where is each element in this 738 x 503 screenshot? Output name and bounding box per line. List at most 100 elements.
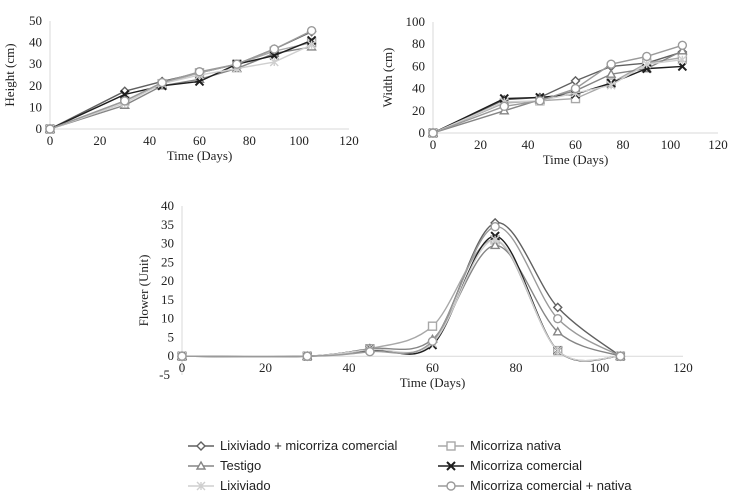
y-tick-label: 50 [29,13,42,28]
legend-label: Lixiviado + micorriza comercial [220,438,398,453]
x-tick-label: 20 [474,137,487,152]
x-tick-label: 60 [426,360,439,375]
data-point-circle [45,124,55,134]
x-tick-label: 120 [673,360,693,375]
x-tick-label: 80 [243,133,256,148]
x-tick-label: 120 [708,137,728,152]
y-tick-label: 10 [29,99,42,114]
data-point-triangle [489,240,501,250]
series-line [181,225,621,358]
data-point-asterisk [307,40,317,50]
legend-label: Micorriza comercial [470,458,582,473]
data-point-circle [302,351,312,361]
data-point-circle [570,83,581,94]
data-point-circle [232,59,242,69]
x-tick-label: 60 [569,137,582,152]
data-point-asterisk [490,235,500,245]
legend-marker [196,481,206,490]
legend-label: Lixiviado [220,478,271,493]
y-tick-label: 30 [161,236,174,251]
legend-marker [196,440,206,451]
data-point-circle [120,96,130,106]
x-tick-label: 100 [289,133,309,148]
flower-chart: 0 20 40 60 80 100 120 -5 0 5 10 15 20 25 30 35 40 Time (D… [136,198,693,390]
series-triangle [176,240,626,360]
legend-item: Lixiviado [186,476,436,495]
data-point-asterisk [677,55,687,65]
series-diamond [177,217,626,362]
data-point-circle [157,77,167,88]
y-tick-label: 20 [412,103,425,118]
data-point-circle [615,351,626,361]
legend-marker [446,460,456,471]
x-tick-label: 40 [343,360,356,375]
data-point-x [194,76,205,87]
x-tick-label: 20 [259,360,272,375]
series-line [181,222,621,358]
y-tick-label: 60 [412,58,425,73]
data-point-circle [642,51,652,62]
legend-marker [446,480,456,491]
x-tick-label: 120 [339,133,359,148]
data-point-asterisk [642,59,652,69]
data-point-circle [535,96,545,106]
legend-marker-x-icon [438,460,464,471]
data-point-asterisk [269,57,279,67]
x-tick-label: 0 [47,133,54,148]
data-point-circle [490,221,500,232]
data-point-diamond [552,302,563,313]
x-tick-label: 100 [590,360,610,375]
height-chart: 0 20 40 60 80 100 120 0 10 20 30 40 50 Time (Days) Hei… [2,13,359,163]
x-axis-label: Time (Days) [167,148,233,163]
data-point-circle [177,351,187,361]
y-tick-label: 25 [161,254,174,269]
x-tick-label: 60 [193,133,206,148]
data-point-circle [427,336,438,346]
series-circle [177,221,626,361]
legend-item: Micorriza comercial [436,456,656,475]
y-tick-label: 0 [168,348,175,363]
y-tick-label: 20 [29,78,42,93]
y-axis-label: Width (cm) [380,48,395,108]
y-axis-label: Flower (Unit) [136,255,151,327]
legend-label: Micorriza nativa [470,438,562,453]
y-tick-label: 80 [412,36,425,51]
y-tick-label: 5 [168,329,175,344]
legend-item: Micorriza comercial + nativa [436,476,656,495]
y-tick-label: 20 [161,273,174,288]
series-circle [45,26,317,134]
legend-marker-square-icon [438,440,464,451]
legend-marker [446,440,456,451]
data-point-circle [553,313,563,324]
x-tick-label: 40 [522,137,535,152]
data-point-diamond [570,75,581,86]
y-tick-label: 100 [406,14,426,29]
y-tick-label: -5 [159,367,170,382]
legend-marker-triangle-icon [188,460,214,470]
data-point-x [677,61,688,72]
data-point-triangle [552,326,563,336]
legend-marker [195,460,207,470]
y-tick-label: 40 [29,35,42,50]
legend-item: Micorriza nativa [436,436,656,455]
x-axis-label: Time (Days) [543,152,609,167]
series-square [177,235,626,362]
data-point-asterisk [553,346,563,356]
y-tick-label: 15 [161,292,174,307]
data-point-triangle [677,45,688,55]
y-tick-label: 10 [161,311,174,326]
data-point-circle [194,67,205,77]
series-line [181,239,621,362]
x-tick-label: 40 [143,133,156,148]
width-chart: 0 20 40 60 80 100 120 0 20 40 60 80 100 Time (Days) Wi… [380,14,728,167]
data-point-x [306,35,317,46]
y-tick-label: 0 [36,121,43,136]
data-point-circle [428,128,438,138]
legend-label: Testigo [220,458,262,473]
y-tick-label: 0 [419,125,426,140]
y-tick-label: 40 [161,198,174,213]
y-tick-label: 40 [412,81,425,96]
x-tick-label: 80 [617,137,630,152]
x-tick-label: 0 [430,137,437,152]
